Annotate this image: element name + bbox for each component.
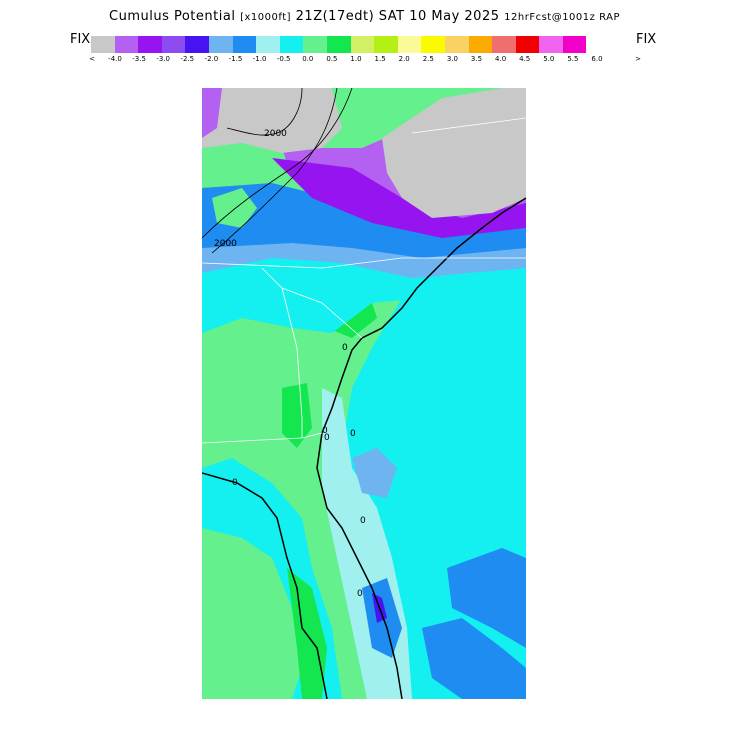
legend-swatch — [208, 36, 233, 53]
legend-tick-label: 1.0 — [350, 55, 362, 63]
field-medblue-offshore — [447, 548, 526, 648]
cumulus-potential-map: 2000 2000 0 0 0 0 0 0 0 — [202, 88, 526, 699]
legend-ticks: < -4.0 -3.5 -3.0 -2.5 -2.0 -1.5 -1.0 -0.5 0.0 0.5 1… — [82, 55, 642, 67]
legend-tick-label: -1.0 — [252, 55, 267, 63]
legend-tick-label: 4.0 — [495, 55, 507, 63]
contour-label: 0 — [342, 343, 348, 353]
legend-swatch — [374, 36, 398, 53]
legend-tick-label: 0.5 — [326, 55, 338, 63]
field-medblue-offshore2 — [422, 618, 526, 699]
legend-tick-label: 2.5 — [422, 55, 434, 63]
state-border-5 — [411, 117, 526, 134]
map-title: Cumulus Potential [x1000ft] 21Z(17edt) S… — [0, 9, 729, 24]
legend-swatch — [421, 36, 445, 53]
legend-swatch — [444, 36, 469, 53]
contour-label: 0 — [350, 429, 356, 439]
legend-tick-label: 2.0 — [398, 55, 410, 63]
legend-tick-label: 3.5 — [470, 55, 483, 63]
coastline — [316, 197, 526, 699]
legend-tick-label: 0.0 — [302, 55, 314, 63]
legend-tick-label: 1.5 — [374, 55, 386, 63]
legend-tick-label: -3.5 — [132, 55, 146, 63]
legend-swatch — [562, 36, 587, 53]
contour-label: 2000 — [264, 129, 287, 139]
legend-swatch — [91, 36, 115, 53]
legend-tick-label: -2.5 — [180, 55, 195, 63]
contour-line-1 — [202, 88, 353, 239]
contour-label: 0 — [322, 426, 328, 436]
legend-tick-label: -0.5 — [276, 55, 291, 63]
legend-swatch — [161, 36, 186, 53]
legend-swatch — [114, 36, 139, 53]
legend-tick-label: -2.0 — [204, 55, 219, 63]
legend-swatch — [326, 36, 351, 53]
color-legend — [91, 36, 587, 53]
field-lightblue-offshore — [352, 448, 397, 498]
title-time: 21Z(17edt) SAT 10 May 2025 — [295, 9, 500, 24]
legend-tick-label: 4.5 — [519, 55, 531, 63]
title-units: [x1000ft] — [240, 12, 292, 23]
field-purple-nw — [202, 88, 222, 138]
legend-swatch — [303, 36, 327, 53]
field-brightgreen-ga — [282, 383, 312, 448]
legend-tick-label: 6.0 — [591, 55, 603, 63]
legend-arrow-right: > — [635, 55, 641, 63]
field-violet-band — [272, 158, 526, 238]
state-border-2 — [261, 267, 363, 339]
legend-swatch — [397, 36, 422, 53]
legend-swatch — [492, 36, 516, 53]
contour-line-2 — [211, 88, 338, 254]
legend-swatch — [138, 36, 162, 53]
legend-tick-label: -4.0 — [108, 55, 122, 63]
state-border-4 — [281, 287, 303, 438]
field-gray-northwest — [202, 88, 342, 153]
legend-swatch — [232, 36, 257, 53]
legend-swatch — [350, 36, 375, 53]
legend-fix-left: FIX — [70, 32, 91, 47]
legend-swatch — [256, 36, 280, 53]
legend-tick-label: 5.0 — [543, 55, 555, 63]
title-forecast: 12hrFcst@1001z RAP — [504, 12, 620, 23]
contour-label: 0 — [324, 433, 330, 443]
legend-swatch — [468, 36, 493, 53]
legend-tick-label: 3.0 — [446, 55, 458, 63]
legend-tick-label: -1.5 — [228, 55, 243, 63]
legend-swatch — [279, 36, 304, 53]
contour-label: 2000 — [214, 239, 237, 249]
contour-label: 0 — [232, 478, 238, 488]
state-border-1 — [202, 257, 526, 269]
contour-line-3 — [226, 88, 303, 136]
field-medblue-north — [202, 183, 526, 258]
field-green-gulf — [202, 528, 302, 699]
contour-label: 0 — [357, 589, 363, 599]
legend-swatch — [515, 36, 540, 53]
legend-fix-right: FIX — [636, 32, 657, 47]
legend-arrow-left: < — [89, 55, 95, 63]
legend-tick-label: 5.5 — [567, 55, 579, 63]
title-main: Cumulus Potential — [109, 9, 236, 24]
field-gray-northeast — [382, 88, 526, 218]
legend-swatch — [539, 36, 563, 53]
legend-swatch — [185, 36, 209, 53]
gulf-coastline — [202, 472, 328, 699]
legend-tick-label: -3.0 — [156, 55, 171, 63]
contour-label: 0 — [360, 516, 366, 526]
